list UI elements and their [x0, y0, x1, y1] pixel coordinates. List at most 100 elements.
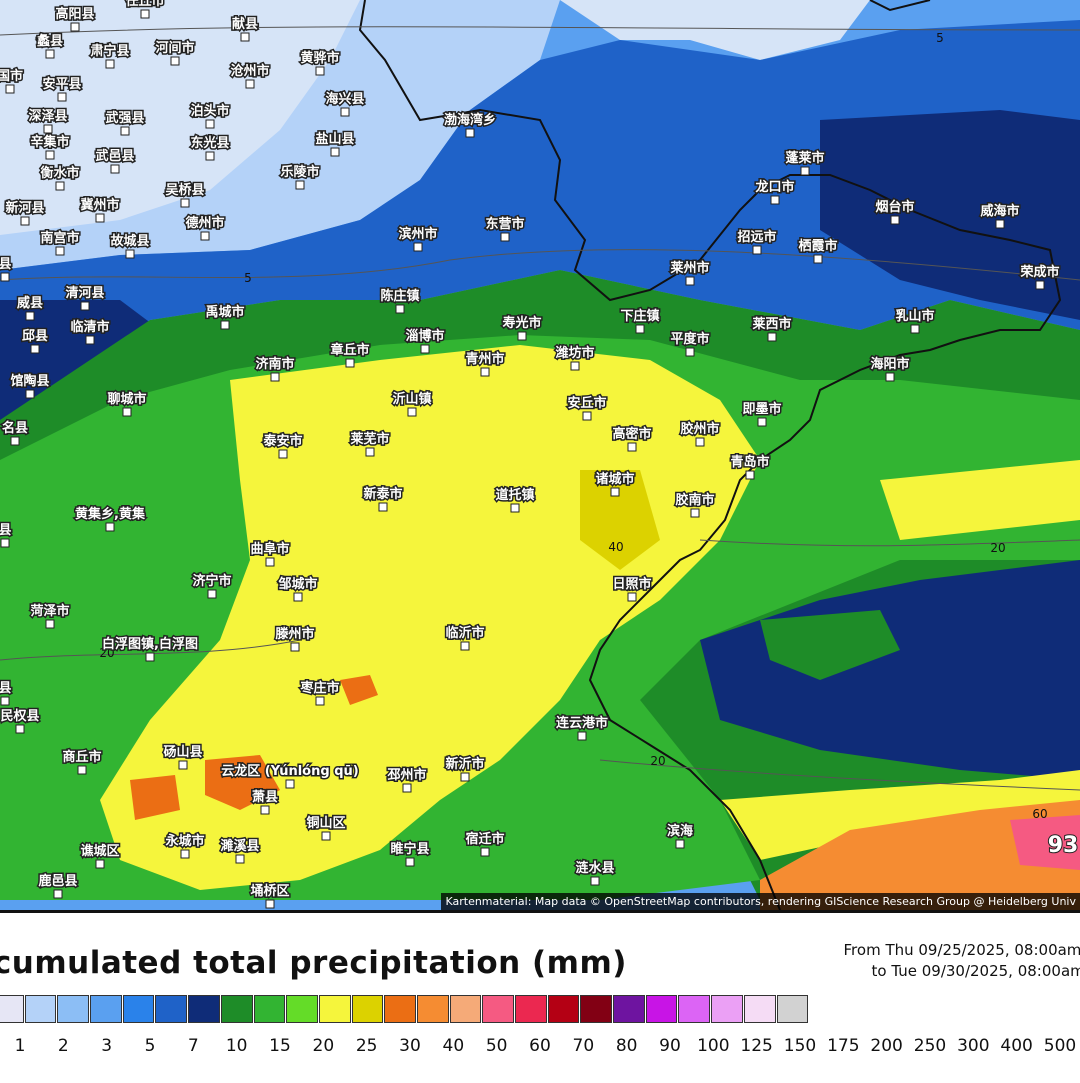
city-marker[interactable]: 荣成市 — [1018, 263, 1061, 290]
city-marker[interactable]: 栖霞市 — [797, 237, 839, 264]
city-marker[interactable]: 济南市 — [254, 355, 296, 382]
city-marker[interactable]: 故城县 — [109, 232, 151, 259]
city-marker[interactable]: 谯城区 — [79, 842, 121, 869]
city-marker[interactable]: 海兴县 — [324, 90, 366, 117]
city-marker[interactable]: 冀州市 — [79, 196, 121, 223]
city-marker[interactable]: 龙口市 — [754, 178, 796, 205]
city-marker[interactable]: 名县 — [0, 419, 30, 446]
city-marker[interactable]: 邹城市 — [277, 575, 319, 602]
city-marker[interactable]: 县 — [0, 522, 13, 548]
city-marker[interactable]: 连云港市 — [554, 714, 610, 741]
city-marker[interactable]: 临沂市 — [444, 624, 486, 651]
city-marker[interactable]: 莱芜市 — [349, 430, 391, 457]
city-marker[interactable]: 泰安市 — [261, 432, 304, 459]
city-marker[interactable]: 新泰市 — [362, 485, 404, 512]
city-marker[interactable]: 埇桥区 — [249, 882, 291, 909]
city-marker[interactable]: 枣庄市 — [298, 679, 341, 706]
city-marker[interactable]: 安平县 — [41, 75, 83, 102]
city-marker[interactable]: 白浮图镇,白浮图 — [101, 635, 199, 662]
city-marker[interactable]: 商丘市 — [61, 748, 103, 775]
city-marker[interactable]: 渤海湾乡 — [442, 111, 498, 138]
city-marker[interactable]: 滨州市 — [397, 225, 439, 252]
city-marker[interactable]: 禹城市 — [204, 303, 246, 330]
city-marker[interactable]: 衡水市 — [39, 164, 81, 191]
city-marker[interactable]: 临清市 — [69, 318, 111, 345]
precipitation-map[interactable]: 5 5 40 20 20 20 60 93 高阳县 任丘市 献县 蠡县 肃宁县 河间市 黄骅市 沧州市 国市安… — [0, 0, 1080, 910]
city-marker[interactable]: 宿迁市 — [464, 830, 506, 857]
city-marker[interactable]: 县 — [0, 256, 13, 282]
city-marker[interactable]: 日照市 — [611, 575, 653, 602]
city-marker[interactable]: 下庄镇 — [619, 307, 661, 334]
city-marker[interactable]: 吴桥县 — [164, 181, 206, 208]
city-marker[interactable]: 诸城市 — [594, 470, 636, 497]
city-marker[interactable]: 济宁市 — [191, 572, 233, 599]
city-marker[interactable]: 永城市 — [163, 832, 206, 859]
city-marker[interactable]: 蠡县 — [35, 32, 65, 59]
city-marker[interactable]: 潍坊市 — [554, 344, 596, 371]
city-marker[interactable]: 黄骅市 — [299, 49, 341, 76]
city-marker[interactable]: 莱西市 — [751, 315, 793, 342]
city-marker[interactable]: 沂山镇 — [391, 390, 433, 417]
city-marker[interactable]: 威县 — [15, 294, 45, 321]
city-marker[interactable]: 曲阜市 — [249, 540, 291, 567]
city-marker[interactable]: 深泽县 — [27, 107, 69, 134]
city-marker[interactable]: 烟台市 — [874, 198, 916, 225]
city-marker[interactable]: 青岛市 — [729, 453, 771, 480]
city-marker[interactable]: 睢宁县 — [389, 840, 431, 867]
city-marker[interactable]: 蓬莱市 — [784, 149, 826, 176]
city-marker[interactable]: 威海市 — [979, 202, 1021, 229]
city-marker[interactable]: 鹿邑县 — [37, 872, 79, 899]
city-marker[interactable]: 滨海 — [665, 822, 695, 849]
city-marker[interactable]: 莱州市 — [669, 259, 711, 286]
city-marker[interactable]: 胶南市 — [674, 491, 716, 518]
city-marker[interactable]: 新沂市 — [444, 755, 486, 782]
city-marker[interactable]: 萧县 — [250, 788, 280, 815]
city-marker[interactable]: 任丘市 — [123, 0, 166, 19]
city-marker[interactable]: 招远市 — [736, 228, 778, 255]
city-marker[interactable]: 海阳市 — [869, 355, 911, 382]
city-marker[interactable]: 县 — [0, 680, 13, 706]
city-marker[interactable]: 淄博市 — [404, 327, 446, 354]
city-marker[interactable]: 安丘市 — [566, 394, 608, 421]
map-attribution[interactable]: Kartenmaterial: Map data © OpenStreetMap… — [441, 893, 1080, 910]
city-marker[interactable]: 即墨市 — [741, 400, 783, 427]
city-marker[interactable]: 寿光市 — [501, 314, 543, 341]
city-marker[interactable]: 辛集市 — [29, 133, 71, 160]
city-marker[interactable]: 滕州市 — [274, 625, 316, 652]
city-marker[interactable]: 章丘市 — [329, 341, 371, 368]
city-marker[interactable]: 泊头市 — [189, 102, 231, 129]
city-marker[interactable]: 清河县 — [64, 284, 106, 311]
city-marker[interactable]: 盐山县 — [314, 130, 356, 157]
city-marker[interactable]: 新河县 — [4, 199, 46, 226]
city-marker[interactable]: 聊城市 — [106, 390, 148, 417]
city-marker[interactable]: 国市 — [0, 67, 25, 94]
city-marker[interactable]: 菏泽市 — [29, 602, 71, 629]
city-marker[interactable]: 濉溪县 — [219, 837, 261, 864]
city-marker[interactable]: 东光县 — [189, 134, 231, 161]
city-marker[interactable]: 邱县 — [20, 328, 50, 354]
city-marker[interactable]: 铜山区 — [304, 814, 347, 841]
city-marker[interactable]: 乐陵市 — [279, 163, 321, 190]
city-marker[interactable]: 沧州市 — [229, 62, 271, 89]
city-marker[interactable]: 平度市 — [669, 330, 711, 357]
city-marker[interactable]: 黄集乡,黄集 — [74, 505, 147, 532]
city-marker[interactable]: 高阳县 — [54, 5, 96, 32]
city-marker[interactable]: 云龙区 (Yúnlóng qū) — [220, 762, 360, 789]
city-marker[interactable]: 道托镇 — [494, 486, 536, 513]
city-marker[interactable]: 民权县 — [0, 707, 41, 734]
city-marker[interactable]: 德州市 — [184, 214, 226, 241]
city-marker[interactable]: 涟水县 — [574, 859, 616, 886]
city-marker[interactable]: 陈庄镇 — [379, 287, 421, 314]
city-marker[interactable]: 南宫市 — [39, 229, 81, 256]
city-marker[interactable]: 高密市 — [611, 425, 653, 452]
city-marker[interactable]: 河间市 — [154, 39, 196, 66]
city-marker[interactable]: 肃宁县 — [89, 42, 131, 69]
city-marker[interactable]: 武强县 — [104, 109, 146, 136]
city-marker[interactable]: 馆陶县 — [9, 372, 51, 399]
city-marker[interactable]: 青州市 — [464, 350, 506, 377]
city-marker[interactable]: 邳州市 — [385, 766, 428, 793]
city-marker[interactable]: 武邑县 — [94, 147, 136, 174]
city-marker[interactable]: 砀山县 — [162, 743, 204, 770]
city-marker[interactable]: 献县 — [230, 15, 260, 42]
city-marker[interactable]: 东营市 — [484, 215, 526, 242]
